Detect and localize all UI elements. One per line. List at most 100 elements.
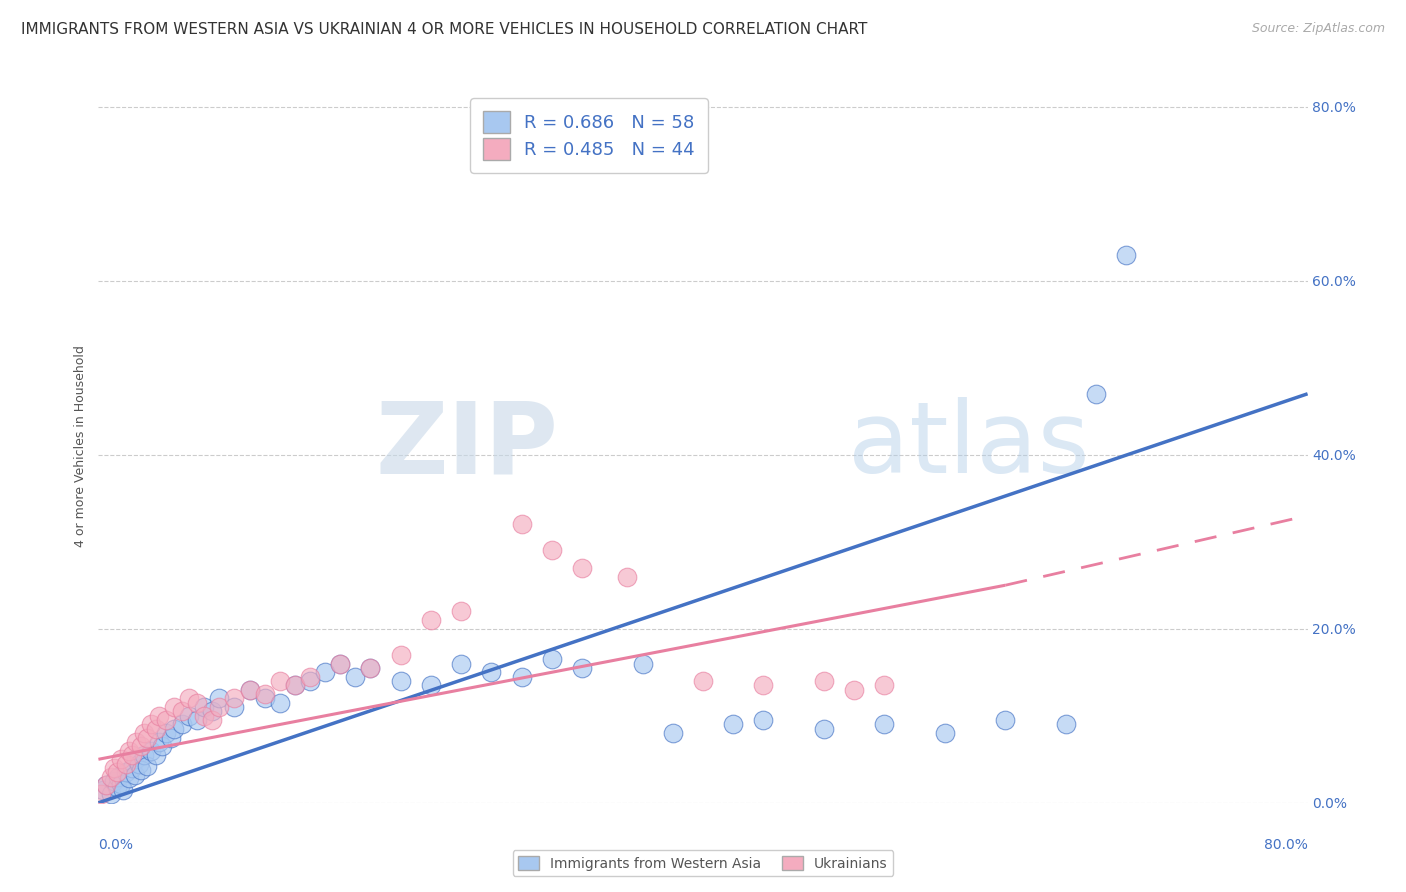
Point bbox=[91, 782, 114, 797]
Point bbox=[135, 731, 157, 745]
Point bbox=[284, 678, 307, 692]
Point bbox=[114, 765, 136, 780]
Point bbox=[100, 770, 122, 784]
Point bbox=[752, 713, 775, 727]
Point bbox=[344, 670, 367, 684]
Point bbox=[540, 543, 562, 558]
Point bbox=[103, 774, 125, 789]
Point bbox=[129, 763, 152, 777]
Point bbox=[813, 722, 835, 736]
Point bbox=[450, 604, 472, 618]
Point bbox=[201, 705, 224, 719]
Point bbox=[125, 752, 148, 766]
Point bbox=[389, 648, 412, 662]
Point bbox=[186, 713, 208, 727]
Point bbox=[128, 756, 150, 771]
Point bbox=[114, 756, 136, 771]
Point bbox=[170, 705, 193, 719]
Point bbox=[540, 652, 562, 666]
Point bbox=[631, 657, 654, 671]
Point bbox=[125, 735, 148, 749]
Point bbox=[107, 770, 129, 784]
Point bbox=[155, 726, 177, 740]
Point bbox=[873, 717, 896, 731]
Legend: R = 0.686   N = 58, R = 0.485   N = 44: R = 0.686 N = 58, R = 0.485 N = 44 bbox=[470, 98, 707, 173]
Point bbox=[208, 691, 231, 706]
Point bbox=[510, 517, 533, 532]
Point bbox=[208, 700, 231, 714]
Point bbox=[150, 739, 173, 754]
Point bbox=[692, 673, 714, 688]
Point bbox=[571, 661, 593, 675]
Point bbox=[994, 713, 1017, 727]
Point bbox=[94, 778, 117, 792]
Point bbox=[170, 717, 193, 731]
Y-axis label: 4 or more Vehicles in Household: 4 or more Vehicles in Household bbox=[75, 345, 87, 547]
Point bbox=[105, 780, 128, 794]
Point bbox=[723, 717, 745, 731]
Point bbox=[141, 717, 163, 731]
Point bbox=[269, 673, 291, 688]
Point bbox=[110, 777, 132, 791]
Point bbox=[179, 691, 201, 706]
Point bbox=[329, 657, 352, 671]
Point bbox=[844, 682, 866, 697]
Point bbox=[253, 687, 276, 701]
Text: IMMIGRANTS FROM WESTERN ASIA VS UKRAINIAN 4 OR MORE VEHICLES IN HOUSEHOLD CORREL: IMMIGRANTS FROM WESTERN ASIA VS UKRAINIA… bbox=[21, 22, 868, 37]
Text: 80.0%: 80.0% bbox=[1264, 838, 1308, 853]
Point bbox=[110, 752, 132, 766]
Point bbox=[360, 661, 382, 675]
Point bbox=[145, 747, 167, 762]
Point bbox=[284, 678, 307, 692]
Point bbox=[329, 657, 352, 671]
Point bbox=[105, 765, 128, 780]
Point bbox=[481, 665, 503, 680]
Point bbox=[510, 670, 533, 684]
Point bbox=[752, 678, 775, 692]
Point bbox=[1085, 386, 1108, 401]
Text: atlas: atlas bbox=[848, 398, 1090, 494]
Point bbox=[90, 787, 112, 801]
Point bbox=[360, 661, 382, 675]
Point bbox=[239, 682, 262, 697]
Point bbox=[253, 691, 276, 706]
Text: ZIP: ZIP bbox=[375, 398, 558, 494]
Point bbox=[201, 713, 224, 727]
Point bbox=[121, 761, 143, 775]
Point bbox=[148, 708, 170, 723]
Point bbox=[103, 761, 125, 775]
Point bbox=[186, 696, 208, 710]
Point bbox=[132, 747, 155, 762]
Point bbox=[269, 696, 291, 710]
Point bbox=[111, 782, 134, 797]
Point bbox=[813, 673, 835, 688]
Point bbox=[571, 561, 593, 575]
Point bbox=[163, 722, 186, 736]
Point bbox=[163, 700, 186, 714]
Point bbox=[141, 743, 163, 757]
Point bbox=[193, 700, 215, 714]
Point bbox=[314, 665, 336, 680]
Point bbox=[1054, 717, 1077, 731]
Point bbox=[224, 691, 246, 706]
Point bbox=[1115, 247, 1137, 261]
Point bbox=[299, 673, 322, 688]
Legend: Immigrants from Western Asia, Ukrainians: Immigrants from Western Asia, Ukrainians bbox=[513, 850, 893, 876]
Point bbox=[420, 613, 443, 627]
Point bbox=[239, 682, 262, 697]
Point bbox=[420, 678, 443, 692]
Point bbox=[160, 731, 183, 745]
Point bbox=[135, 759, 157, 773]
Point bbox=[224, 700, 246, 714]
Text: 0.0%: 0.0% bbox=[98, 838, 134, 853]
Point bbox=[100, 787, 122, 801]
Point bbox=[193, 708, 215, 723]
Point bbox=[118, 743, 141, 757]
Point bbox=[155, 713, 177, 727]
Point bbox=[299, 670, 322, 684]
Point bbox=[132, 726, 155, 740]
Point bbox=[873, 678, 896, 692]
Point bbox=[389, 673, 412, 688]
Point bbox=[661, 726, 683, 740]
Point bbox=[94, 778, 117, 792]
